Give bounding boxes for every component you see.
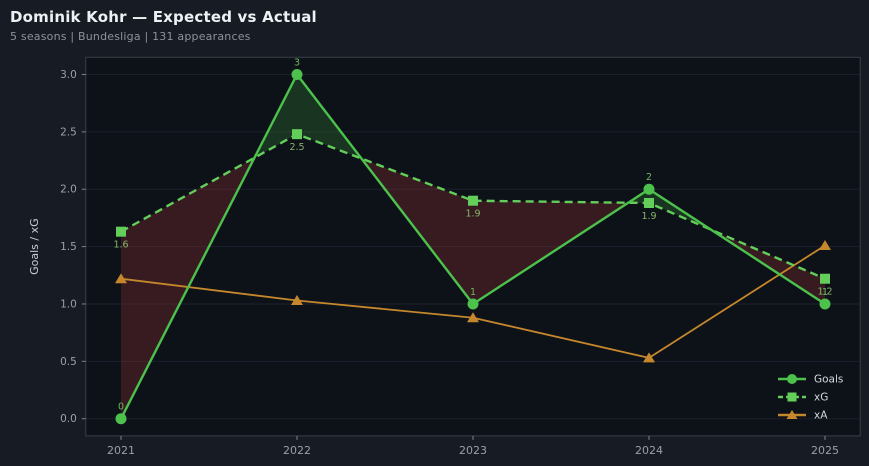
x-tick-label: 2022 — [283, 444, 311, 457]
x-tick-label: 2023 — [459, 444, 487, 457]
marker-goals — [643, 183, 655, 195]
point-label-xg: 1.9 — [465, 209, 480, 220]
chart-header: Dominik Kohr — Expected vs Actual 5 seas… — [0, 0, 869, 46]
point-label-goals: 0 — [118, 402, 124, 413]
marker-goals — [467, 298, 479, 310]
y-tick-label: 2.0 — [60, 184, 77, 196]
marker-xg — [116, 226, 126, 237]
marker-xg — [820, 273, 830, 284]
marker-xa — [291, 295, 303, 306]
y-tick-label: 2.5 — [60, 126, 77, 138]
point-label-xg: 1.2 — [817, 287, 832, 298]
y-tick-label: 0.0 — [60, 413, 77, 425]
y-axis-label: Goals / xG — [28, 218, 41, 275]
x-tick-label: 2024 — [635, 444, 663, 457]
marker-xg — [468, 195, 478, 206]
y-tick-label: 1.0 — [60, 298, 77, 310]
legend-label-goals: Goals — [814, 374, 843, 386]
legend-marker-circle — [787, 374, 797, 384]
point-label-goals: 1 — [470, 287, 476, 298]
legend-marker-triangle — [786, 410, 798, 419]
marker-xa — [819, 239, 831, 250]
chart-subtitle: 5 seasons | Bundesliga | 131 appearances — [10, 29, 251, 43]
marker-xa — [115, 273, 127, 284]
point-label-xg: 2.5 — [289, 142, 304, 153]
marker-xg — [292, 129, 302, 140]
legend-label-xg: xG — [814, 392, 828, 404]
point-label-goals: 3 — [294, 58, 300, 69]
point-label-xg: 1.9 — [641, 211, 656, 222]
x-tick-label: 2021 — [107, 444, 135, 457]
legend-label-xa: xA — [814, 410, 828, 422]
marker-goals — [819, 298, 831, 310]
x-tick-label: 2025 — [811, 444, 839, 457]
underperformance-fill — [121, 157, 255, 419]
point-label-goals: 1 — [822, 287, 828, 298]
point-label-xg: 1.6 — [113, 240, 128, 251]
marker-xa — [643, 352, 655, 363]
y-tick-label: 0.5 — [60, 356, 77, 368]
marker-goals — [291, 69, 303, 81]
point-label-goals: 2 — [646, 172, 652, 183]
legend-marker-square — [787, 392, 797, 402]
y-tick-label: 1.5 — [60, 241, 77, 253]
marker-goals — [115, 413, 127, 425]
y-tick-label: 3.0 — [60, 69, 77, 81]
marker-xa — [467, 312, 479, 323]
chart-title: Dominik Kohr — Expected vs Actual — [10, 8, 317, 26]
marker-xg — [644, 198, 654, 209]
line-chart: 1.6 2.5 1.9 1.9 1.2 0 3 1 2 1 0.0 0.5 1.0 1.5 2.0 2.5 3.… — [28, 56, 861, 457]
